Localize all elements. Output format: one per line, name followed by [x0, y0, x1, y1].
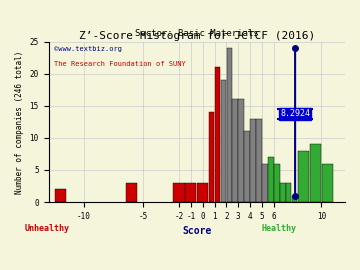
Text: ©www.textbiz.org: ©www.textbiz.org	[54, 46, 122, 52]
Bar	[256, 119, 262, 202]
Bar	[221, 80, 226, 202]
Text: 8.2924: 8.2924	[280, 109, 310, 118]
Bar	[174, 183, 185, 202]
Bar	[250, 119, 256, 202]
Bar	[280, 183, 285, 202]
Bar	[226, 48, 232, 202]
Bar	[55, 189, 66, 202]
Text: Sector: Basic Materials: Sector: Basic Materials	[135, 29, 258, 38]
Bar	[244, 131, 250, 202]
Bar	[215, 67, 220, 202]
Text: Unhealthy: Unhealthy	[25, 224, 70, 233]
Bar	[298, 151, 309, 202]
X-axis label: Score: Score	[182, 226, 211, 236]
Bar	[292, 196, 297, 202]
Bar	[209, 112, 215, 202]
Bar	[185, 183, 197, 202]
Bar	[262, 164, 268, 202]
Text: Healthy: Healthy	[262, 224, 297, 233]
Title: Z’-Score Histogram for JCTCF (2016): Z’-Score Histogram for JCTCF (2016)	[78, 31, 315, 41]
Y-axis label: Number of companies (246 total): Number of companies (246 total)	[15, 50, 24, 194]
Bar	[321, 164, 333, 202]
Bar	[268, 157, 274, 202]
Bar	[197, 183, 208, 202]
Text: The Research Foundation of SUNY: The Research Foundation of SUNY	[54, 61, 186, 67]
Bar	[286, 183, 292, 202]
Bar	[126, 183, 137, 202]
Bar	[238, 99, 244, 202]
Bar	[233, 99, 238, 202]
Bar	[274, 164, 280, 202]
Bar	[310, 144, 321, 202]
